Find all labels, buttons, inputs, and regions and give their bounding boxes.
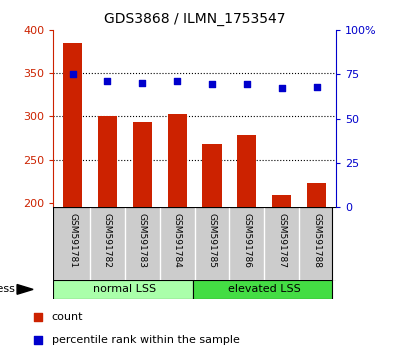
Bar [307, 183, 326, 207]
Bar [53, 280, 193, 299]
Point [244, 81, 250, 87]
Bar [272, 195, 291, 207]
Text: stress: stress [0, 284, 15, 295]
Text: GSM591787: GSM591787 [277, 213, 286, 268]
Text: GSM591786: GSM591786 [243, 213, 251, 268]
Bar [133, 122, 152, 207]
Text: elevated LSS: elevated LSS [228, 284, 301, 295]
Bar [63, 43, 82, 207]
Text: GSM591783: GSM591783 [138, 213, 147, 268]
Point [278, 86, 285, 91]
Point [34, 337, 41, 343]
Point [34, 314, 41, 320]
Text: normal LSS: normal LSS [93, 284, 156, 295]
Bar [98, 115, 117, 207]
Text: GSM591782: GSM591782 [103, 213, 112, 268]
Bar [193, 280, 332, 299]
Text: GSM591781: GSM591781 [68, 213, 77, 268]
Text: percentile rank within the sample: percentile rank within the sample [52, 335, 240, 346]
Bar [167, 114, 187, 207]
Point [209, 81, 215, 87]
Text: GSM591788: GSM591788 [312, 213, 321, 268]
Text: GSM591784: GSM591784 [173, 213, 182, 268]
Text: GSM591785: GSM591785 [207, 213, 216, 268]
Point [313, 84, 320, 90]
Bar [202, 144, 222, 207]
Point [70, 72, 76, 77]
Polygon shape [17, 285, 33, 294]
Text: count: count [52, 312, 83, 322]
Point [174, 79, 180, 84]
Point [104, 79, 111, 84]
Point [139, 80, 145, 86]
Bar [237, 136, 256, 207]
Title: GDS3868 / ILMN_1753547: GDS3868 / ILMN_1753547 [104, 12, 285, 26]
